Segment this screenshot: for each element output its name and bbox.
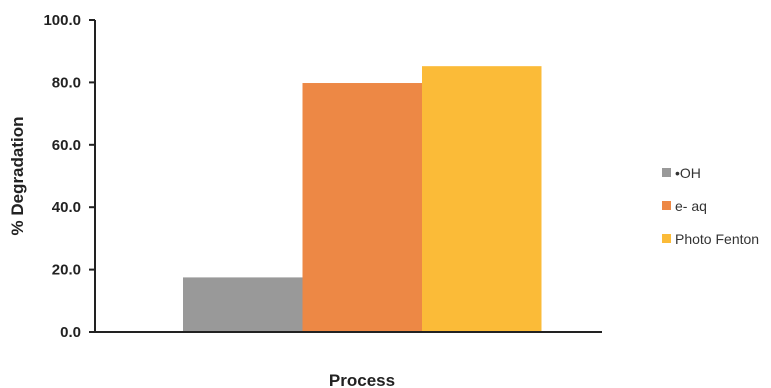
y-tick-label: 40.0 — [52, 199, 81, 216]
x-axis-title: Process — [329, 371, 395, 388]
bar-3 — [422, 66, 542, 333]
bar-2 — [302, 83, 422, 332]
y-tick-label: 100.0 — [43, 12, 81, 29]
bar-1 — [183, 277, 303, 332]
legend-swatch-3 — [662, 234, 671, 243]
legend-label-2: e- aq — [675, 198, 707, 214]
y-tick-label: 80.0 — [52, 74, 81, 91]
legend-label-1: •OH — [675, 165, 701, 181]
legend-label-3: Photo Fenton — [675, 231, 759, 247]
y-axis-ticks: 0.0 20.0 40.0 60.0 80.0 100.0 — [43, 12, 95, 341]
y-tick-label: 0.0 — [60, 324, 81, 341]
legend: •OH e- aq Photo Fenton — [662, 165, 759, 247]
legend-swatch-1 — [662, 168, 671, 177]
legend-swatch-2 — [662, 201, 671, 210]
y-tick-label: 60.0 — [52, 137, 81, 154]
y-axis-title: % Degradation — [8, 116, 27, 235]
bars-group — [183, 66, 542, 333]
y-tick-label: 20.0 — [52, 262, 81, 279]
